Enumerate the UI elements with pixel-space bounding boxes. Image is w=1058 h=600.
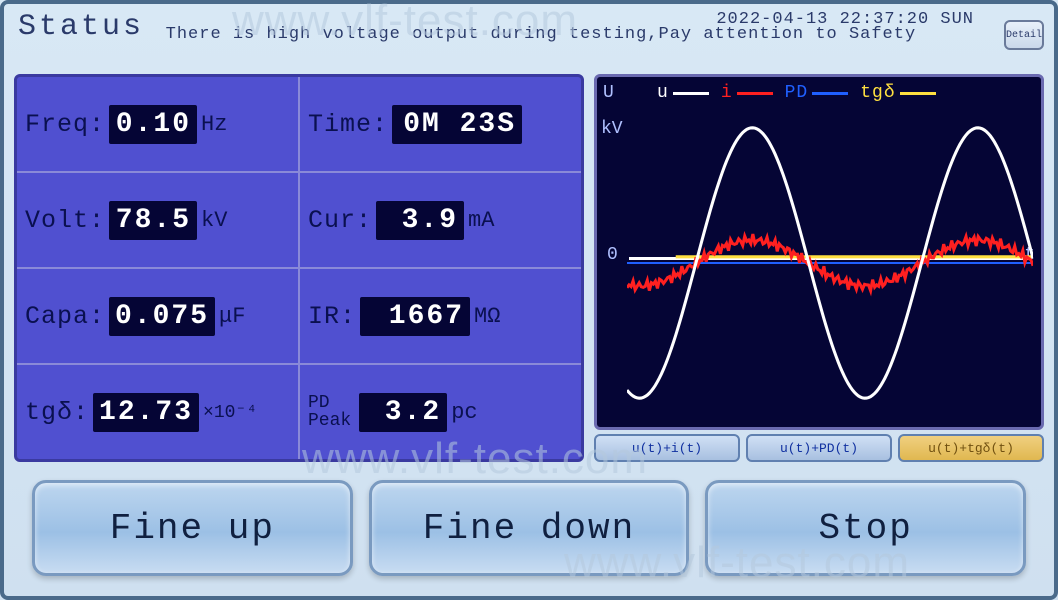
legend-tgd: tgδ	[860, 83, 935, 103]
freq-cell: Freq: 0.10 Hz	[17, 77, 300, 171]
time-label: Time:	[308, 110, 388, 139]
ir-value: 1667	[360, 297, 470, 336]
waveform-tab[interactable]: u(t)+tgδ(t)	[898, 434, 1044, 462]
pd-cell: PD Peak 3.2 pc	[300, 365, 581, 459]
legend-pd: PD	[785, 83, 849, 103]
stop-button[interactable]: Stop	[705, 480, 1026, 576]
time-cell: Time: 0M 23S	[300, 77, 581, 171]
readings-panel: Freq: 0.10 Hz Time: 0M 23S Volt: 78.5 kV…	[14, 74, 584, 462]
capa-value: 0.075	[109, 297, 215, 336]
volt-cell: Volt: 78.5 kV	[17, 173, 300, 267]
waveform-plot: U kV 0 t u i PD tgδ	[594, 74, 1044, 430]
tgd-cell: tgδ: 12.73 ×10⁻⁴	[17, 365, 300, 459]
cur-unit: mA	[468, 208, 494, 233]
ir-label: IR:	[308, 302, 356, 331]
volt-value: 78.5	[109, 201, 197, 240]
volt-label: Volt:	[25, 206, 105, 235]
waveform-tabs: u(t)+i(t)u(t)+PD(t)u(t)+tgδ(t)	[594, 434, 1044, 462]
waveform-legend: u i PD tgδ	[657, 83, 1031, 103]
freq-label: Freq:	[25, 110, 105, 139]
capa-label: Capa:	[25, 302, 105, 331]
pd-label: PD Peak	[308, 394, 351, 430]
tgd-value: 12.73	[93, 393, 199, 432]
cur-cell: Cur: 3.9 mA	[300, 173, 581, 267]
freq-unit: Hz	[201, 112, 227, 137]
timestamp: 2022-04-13 22:37:20 SUN	[716, 10, 974, 29]
status-header: Status There is high voltage output duri…	[4, 4, 1054, 74]
button-row: Fine up Fine down Stop	[4, 462, 1054, 586]
volt-unit: kV	[201, 208, 227, 233]
cur-value: 3.9	[376, 201, 464, 240]
status-title: Status	[18, 10, 144, 44]
tgd-label: tgδ:	[25, 398, 89, 427]
ir-cell: IR: 1667 MΩ	[300, 269, 581, 363]
waveform-tab[interactable]: u(t)+PD(t)	[746, 434, 892, 462]
fine-down-button[interactable]: Fine down	[369, 480, 690, 576]
time-value: 0M 23S	[392, 105, 522, 144]
axis-zero-label: 0	[607, 245, 618, 265]
waveform-panel: U kV 0 t u i PD tgδ u(t)+i(t)u(t)+PD(t)u…	[594, 74, 1044, 462]
tgd-unit: ×10⁻⁴	[203, 401, 257, 423]
legend-i: i	[721, 83, 773, 103]
capa-cell: Capa: 0.075 μF	[17, 269, 300, 363]
axis-u-label: U	[603, 83, 614, 103]
waveform-tab[interactable]: u(t)+i(t)	[594, 434, 740, 462]
capa-unit: μF	[219, 304, 245, 329]
axis-kv-label: kV	[601, 119, 623, 139]
freq-value: 0.10	[109, 105, 197, 144]
fine-up-button[interactable]: Fine up	[32, 480, 353, 576]
ir-unit: MΩ	[474, 304, 500, 329]
pd-unit: pc	[451, 400, 477, 425]
detail-button[interactable]: Detail	[1004, 20, 1044, 50]
legend-u: u	[657, 83, 709, 103]
cur-label: Cur:	[308, 206, 372, 235]
pd-value: 3.2	[359, 393, 447, 432]
waveform-svg	[627, 107, 1033, 419]
